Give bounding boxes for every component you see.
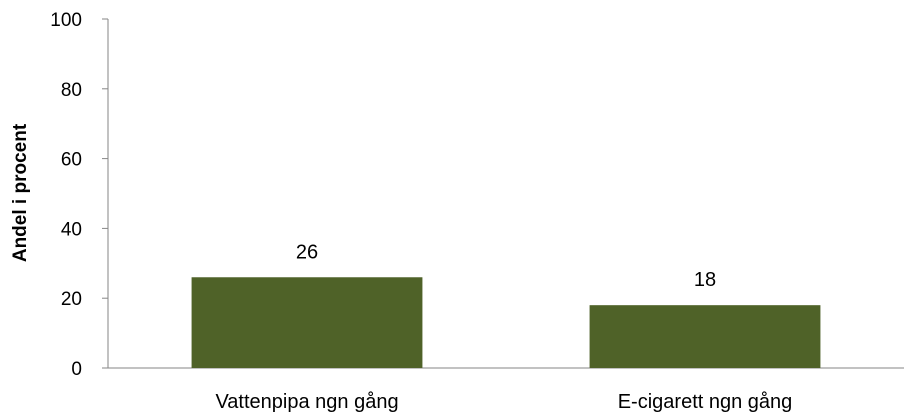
bars bbox=[191, 277, 821, 368]
y-axis-label: Andel i procent bbox=[10, 123, 31, 262]
category-labels: Vattenpipa ngn gång E-cigarett ngn gång bbox=[215, 391, 792, 413]
y-tick-label: 40 bbox=[61, 219, 82, 240]
y-tick-label: 0 bbox=[71, 359, 82, 380]
data-labels: 26 18 bbox=[296, 241, 716, 291]
bar-data-label: 18 bbox=[694, 269, 716, 291]
y-tick-label: 100 bbox=[50, 10, 82, 31]
y-tick-label: 80 bbox=[61, 80, 82, 101]
category-label: E-cigarett ngn gång bbox=[618, 391, 793, 413]
bar-data-label: 26 bbox=[296, 241, 318, 263]
bar bbox=[589, 305, 821, 368]
y-tick-label: 60 bbox=[61, 150, 82, 171]
bar bbox=[191, 277, 423, 368]
category-label: Vattenpipa ngn gång bbox=[215, 391, 398, 413]
y-tick-label: 20 bbox=[61, 289, 82, 310]
y-tick-labels: 0 20 40 60 80 100 bbox=[50, 10, 82, 380]
